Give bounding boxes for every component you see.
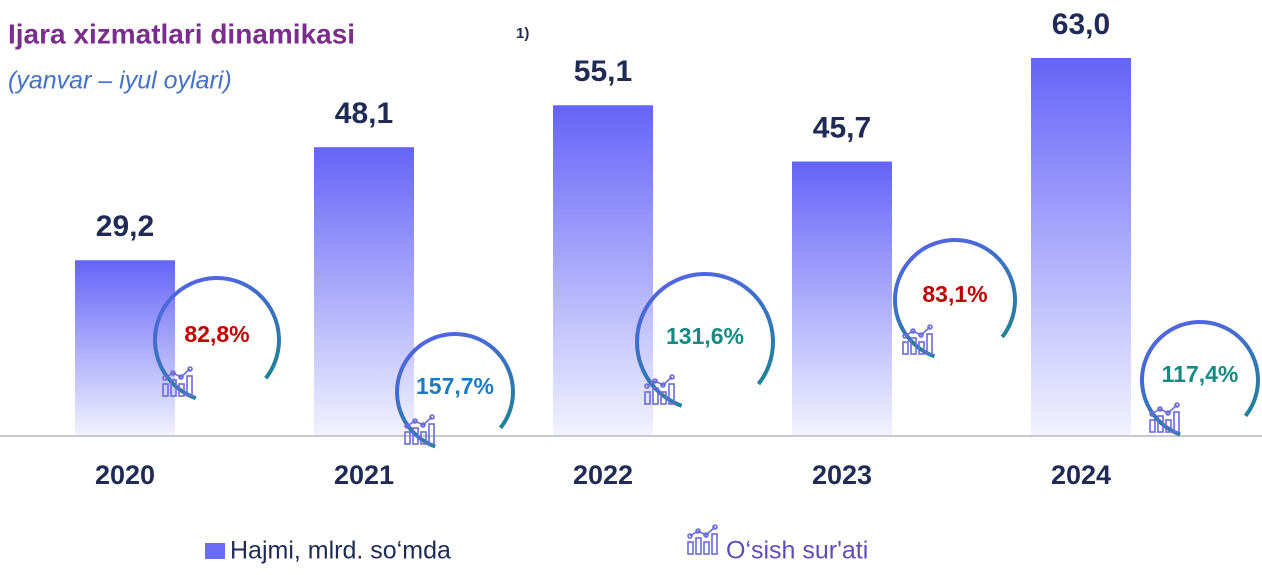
legend-swatch	[205, 543, 225, 559]
legend-label: Hajmi, mlrd. so‘mda	[230, 537, 451, 565]
growth-label: 83,1%	[922, 281, 987, 307]
growth-label: 82,8%	[184, 321, 249, 347]
x-tick-label: 2020	[95, 460, 155, 490]
bar	[314, 147, 414, 435]
bar	[75, 260, 175, 435]
value-label: 63,0	[1052, 8, 1110, 41]
legend-label: O‘sish sur'ati	[726, 537, 868, 565]
growth-ring	[153, 276, 281, 404]
x-tick-label: 2021	[334, 460, 394, 490]
bar	[553, 105, 653, 436]
value-label: 48,1	[335, 97, 393, 130]
value-label: 45,7	[813, 111, 871, 144]
subtitle: (yanvar – iyul oylari)	[8, 67, 232, 95]
title-note: 1)	[516, 25, 529, 42]
growth-ring	[635, 272, 776, 412]
growth-label: 117,4%	[1162, 361, 1239, 387]
chart-title: Ijara xizmatlari dinamikasi	[8, 18, 355, 49]
growth-ring	[395, 332, 515, 452]
growth-label: 157,7%	[416, 373, 494, 399]
legend-icon	[687, 524, 718, 555]
bar	[792, 161, 892, 435]
growth-label: 131,6%	[666, 323, 744, 349]
growth-ring	[1140, 320, 1260, 440]
x-tick-label: 2022	[573, 460, 633, 490]
value-label: 55,1	[574, 55, 632, 88]
bar	[1031, 58, 1131, 435]
x-tick-label: 2024	[1051, 460, 1111, 490]
x-tick-label: 2023	[812, 460, 872, 490]
value-label: 29,2	[96, 210, 154, 243]
